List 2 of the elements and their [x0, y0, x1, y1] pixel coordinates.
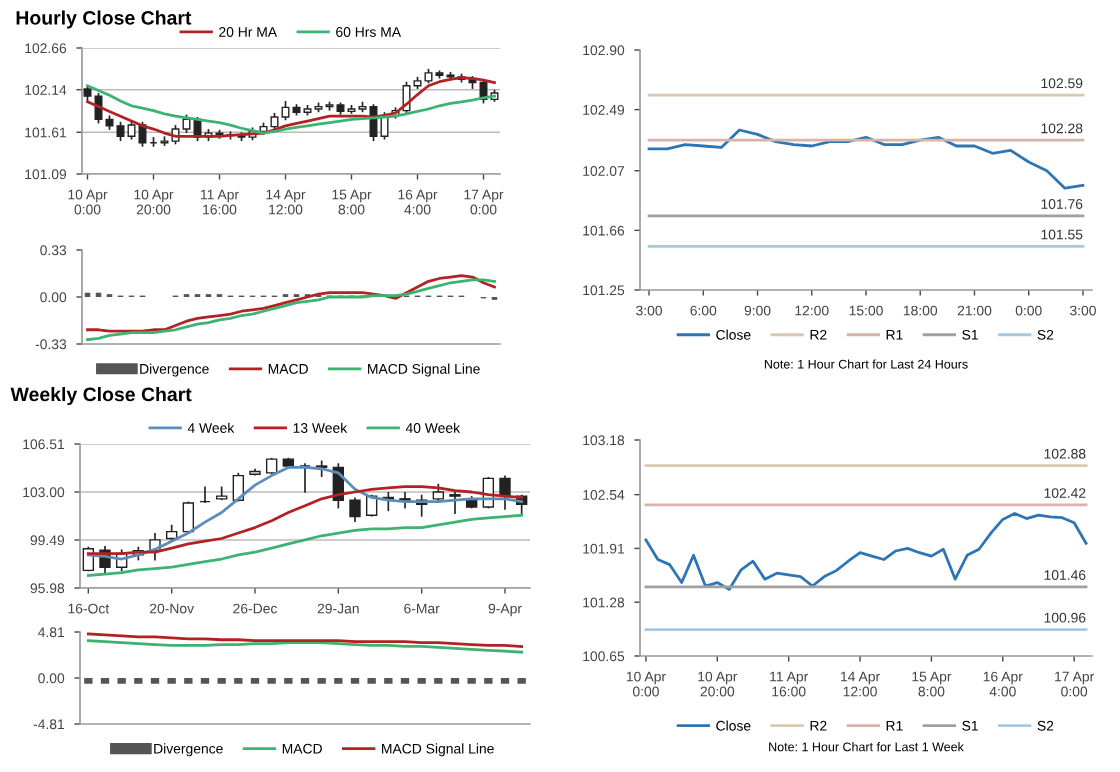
chart-title: Hourly Close Chart [16, 10, 192, 29]
chart-title: Weekly Close Chart [10, 386, 192, 406]
